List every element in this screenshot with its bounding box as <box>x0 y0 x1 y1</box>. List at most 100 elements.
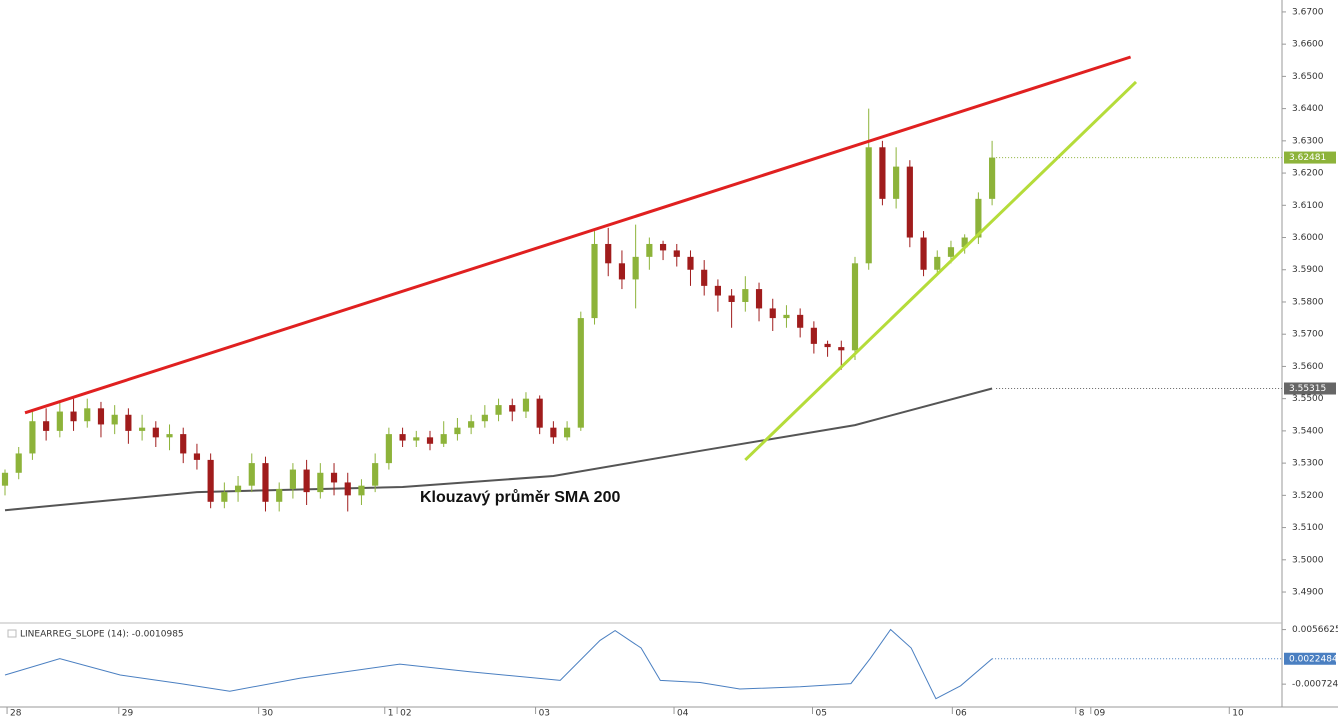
candle-body <box>865 147 872 264</box>
x-tick-label: 1 <box>388 709 394 719</box>
candle-body <box>810 327 817 344</box>
y-tick-label: 3.6400 <box>1292 104 1324 114</box>
candle-body <box>495 405 502 415</box>
price-marker <box>1284 151 1336 164</box>
candle-body <box>769 308 776 319</box>
y-tick-label: 3.6700 <box>1292 7 1324 17</box>
candle-body <box>125 414 132 431</box>
candle-body <box>673 250 680 257</box>
candle-body <box>947 247 955 257</box>
candle-body <box>646 243 653 257</box>
candle-body <box>659 243 667 251</box>
price-marker-label: 3.55315 <box>1289 384 1326 394</box>
candle-body <box>330 472 338 483</box>
x-tick-label: 06 <box>955 709 967 719</box>
candle-body <box>989 157 996 199</box>
candle-body <box>193 453 201 460</box>
candle-body <box>714 285 721 296</box>
candle-body <box>111 414 118 425</box>
indicator-legend: LINEARREG_SLOPE (14): -0.0010985 <box>20 630 184 640</box>
candle-body <box>618 263 626 280</box>
candle-body <box>522 398 530 412</box>
candle-body <box>289 469 296 489</box>
candle-body <box>221 492 228 502</box>
candle-body <box>728 295 735 302</box>
candle-body <box>701 269 708 286</box>
candle-body <box>550 427 557 438</box>
candle-body <box>975 198 982 238</box>
candle-body <box>344 482 351 496</box>
candle-body <box>742 289 749 302</box>
candle-body <box>454 427 461 435</box>
trendline <box>24 55 1132 415</box>
candle-body <box>838 347 845 351</box>
indicator-line <box>4 628 993 700</box>
candle-body <box>303 469 310 493</box>
y-tick-label: 3.5800 <box>1292 297 1324 307</box>
candle-body <box>139 427 146 431</box>
y-tick-label: 3.5000 <box>1292 555 1324 565</box>
y-tick-label: 3.5600 <box>1292 362 1324 372</box>
price-marker-label: 3.62481 <box>1289 153 1326 163</box>
x-tick-label: 05 <box>816 709 827 719</box>
y-tick-label: 3.6000 <box>1292 233 1324 243</box>
y-tick-label: 3.6500 <box>1292 72 1324 82</box>
candle-body <box>920 237 927 270</box>
candle-body <box>317 472 324 493</box>
x-tick-label: 09 <box>1094 709 1106 719</box>
candle-body <box>207 459 214 502</box>
candle-body <box>893 166 900 199</box>
y-tick-label: 3.5700 <box>1292 330 1324 340</box>
x-tick-label: 8 <box>1079 709 1085 719</box>
candle-body <box>879 147 886 199</box>
candle-body <box>43 421 50 431</box>
candle-body <box>783 314 790 319</box>
legend-icon <box>7 629 17 638</box>
y-tick-label: -0.0007249 <box>1292 680 1338 690</box>
candle-body <box>1 472 9 486</box>
y-tick-label: 3.5400 <box>1292 426 1324 436</box>
candle-body <box>755 289 763 309</box>
y-tick-label: 3.5900 <box>1292 265 1324 275</box>
y-tick-label: 3.6300 <box>1292 136 1324 146</box>
y-tick-label: 0.0056625 <box>1292 625 1338 635</box>
candle-body <box>591 243 598 319</box>
price-marker <box>1284 382 1336 395</box>
candle-body <box>29 421 36 454</box>
candle-body <box>440 434 447 444</box>
candle-body <box>166 434 173 438</box>
x-tick-label: 28 <box>10 709 22 719</box>
candle-body <box>15 453 22 473</box>
candle-body <box>797 314 804 328</box>
candle-body <box>851 263 859 351</box>
candle-body <box>372 463 379 486</box>
annotation: Klouzavý průměr SMA 200 <box>420 489 620 506</box>
candle-body <box>248 463 255 486</box>
x-tick-label: 03 <box>539 709 550 719</box>
candle-body <box>824 343 831 348</box>
trendline <box>744 80 1138 461</box>
price-marker <box>1284 652 1336 665</box>
candle-body <box>276 488 283 502</box>
candle-body <box>152 427 159 438</box>
candle-body <box>70 411 77 422</box>
candle-body <box>632 256 639 280</box>
candle-body <box>906 166 913 238</box>
candle-body <box>577 318 584 428</box>
x-tick-label: 04 <box>677 709 689 719</box>
candle-body <box>481 414 488 422</box>
candle-body <box>385 434 392 464</box>
candle-body <box>56 411 63 431</box>
candle-body <box>97 408 105 425</box>
candle-body <box>934 256 941 270</box>
x-tick-label: 29 <box>122 709 134 719</box>
price-marker-label: 0.0022484 <box>1289 654 1338 664</box>
y-tick-label: 3.6600 <box>1292 40 1324 50</box>
candle-body <box>399 434 406 441</box>
y-tick-label: 3.4900 <box>1292 588 1324 598</box>
candle-body <box>84 408 91 422</box>
candle-body <box>426 437 434 444</box>
y-tick-label: 3.5200 <box>1292 491 1324 501</box>
